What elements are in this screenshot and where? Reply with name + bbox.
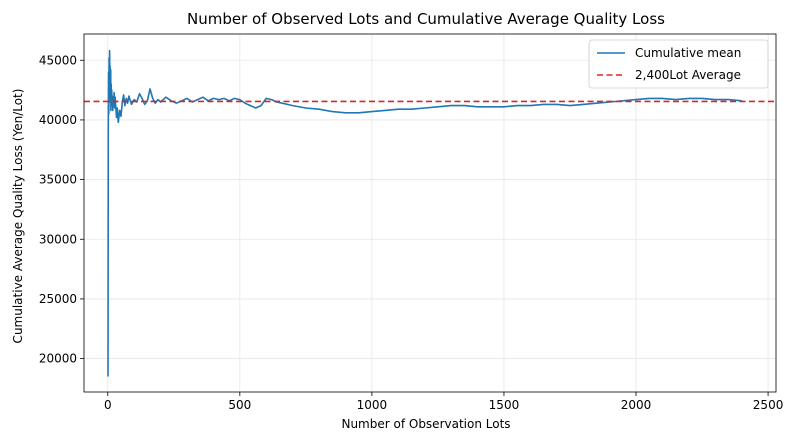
legend-label: 2,400Lot Average [635,68,741,82]
y-tick-label: 20000 [39,352,77,366]
y-axis: 20000 25000 30000 35000 40000 45000 [39,53,84,366]
x-tick-label: 500 [228,398,251,412]
y-tick-label: 45000 [39,53,77,67]
legend-box [588,39,769,89]
x-tick-label: 1500 [489,398,520,412]
x-axis: 0 500 1000 1500 2000 2500 [104,392,783,412]
y-tick-label: 40000 [39,113,77,127]
x-tick-label: 1000 [357,398,388,412]
plot-frame [83,33,777,393]
x-tick-label: 0 [104,398,112,412]
x-tick-label: 2500 [753,398,784,412]
series-layer [84,49,776,377]
x-axis-label: Number of Observation Lots [341,417,510,431]
y-tick-label: 30000 [39,232,77,246]
y-tick-label: 25000 [39,292,77,306]
legend: Cumulative mean 2,400Lot Average [588,39,769,89]
y-tick-label: 35000 [39,173,77,187]
y-axis-label: Cumulative Average Quality Loss (Yen/Lot… [11,89,25,344]
chart-title: Number of Observed Lots and Cumulative A… [187,10,665,28]
legend-label: Cumulative mean [635,46,741,60]
grid-lines [84,34,776,392]
x-tick-label: 2000 [621,398,652,412]
